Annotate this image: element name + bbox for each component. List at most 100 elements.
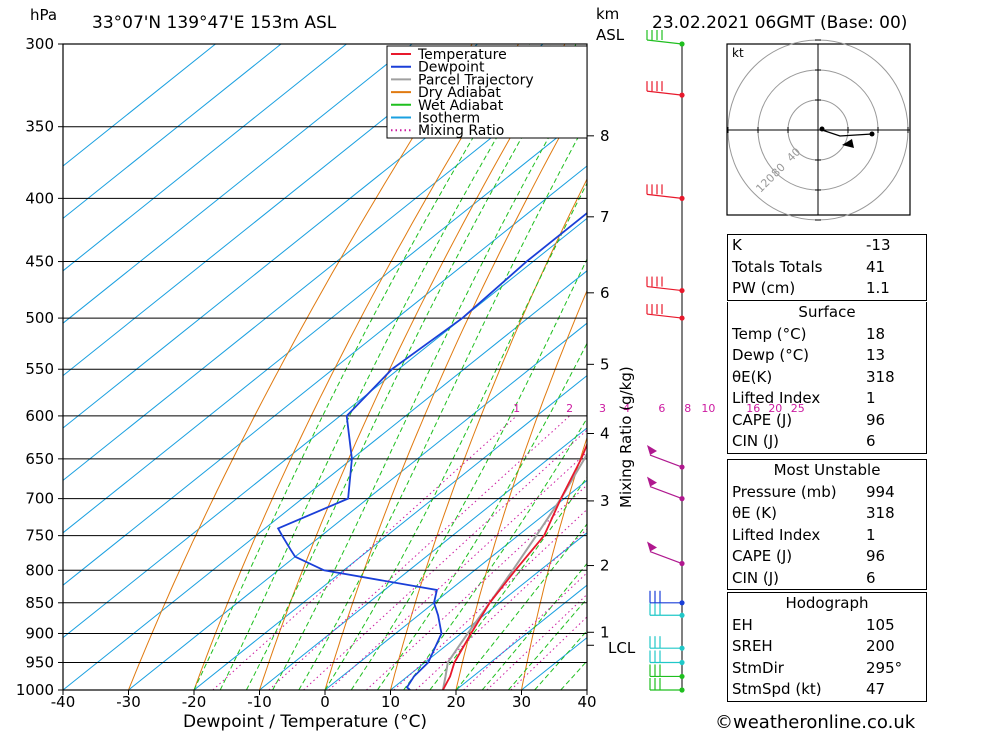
hodograph-unit: kt — [732, 46, 744, 60]
wind-barb — [646, 184, 685, 201]
hodograph-param-value: 105 — [866, 615, 895, 634]
isotherm-line — [63, 44, 216, 167]
hodograph-param-value: 47 — [866, 680, 886, 698]
mixing-ratio-label: 16 — [746, 402, 760, 415]
most-unstable-value: 96 — [866, 547, 886, 565]
mixing-ratio-axis-label: Mixing Ratio (g/kg) — [617, 366, 635, 508]
surface-row: Temp (°C) 18 — [728, 324, 926, 346]
mixing-ratio-line — [393, 508, 587, 690]
mixing-ratio-line — [268, 415, 570, 690]
pressure-tick-label: 800 — [25, 561, 54, 579]
km-label: km — [596, 5, 619, 23]
dry-adiabat-line — [455, 289, 587, 690]
wind-barb-shaft — [649, 486, 683, 500]
wind-barbs — [646, 30, 685, 693]
index-row: PW (cm) 1.1 — [728, 278, 926, 300]
wet-adiabat-line — [298, 119, 587, 690]
wet-adiabat-line — [350, 257, 587, 690]
surface-label: Lifted Index — [732, 389, 821, 407]
most-unstable-label: CAPE (J) — [732, 547, 793, 565]
isotherm-line — [63, 112, 587, 534]
pressure-tick-label: 900 — [25, 624, 54, 642]
surface-value: 18 — [866, 324, 886, 343]
temperature-line — [442, 442, 587, 690]
hodograph-end-dot — [869, 131, 875, 137]
pressure-tick-label: 850 — [25, 594, 54, 612]
chart-axes: 3003504004505005506006507007508008509009… — [16, 35, 597, 711]
pressure-tick-label: 950 — [25, 653, 54, 671]
wind-barb-dot — [679, 560, 685, 567]
wind-barb-pennant — [647, 541, 657, 552]
surface-label: CIN (J) — [732, 432, 780, 450]
hodograph-param-value: 200 — [866, 637, 895, 655]
legend-entry: Mixing Ratio — [418, 123, 504, 139]
wind-barb — [649, 650, 685, 666]
pressure-tick-label: 600 — [25, 407, 54, 425]
wet-adiabat-line — [403, 417, 587, 690]
wind-barb — [647, 541, 685, 567]
wind-barb-shaft — [646, 193, 683, 199]
temperature-tick-label: -30 — [116, 693, 141, 711]
temperature-tick-label: 40 — [577, 693, 596, 711]
most-unstable-label: CIN (J) — [732, 568, 780, 587]
surface-row: Dewp (°C) 13 — [728, 345, 926, 367]
pressure-tick-label: 650 — [25, 450, 54, 468]
most-unstable-label: Pressure (mb) — [732, 482, 837, 501]
km-tick-label: 1 — [600, 623, 610, 641]
surface-row: Lifted Index 1 — [728, 388, 926, 410]
asl-label: ASL — [596, 26, 625, 44]
most-unstable-row: CAPE (J) 96 — [728, 546, 926, 568]
temperature-tick-label: -20 — [182, 693, 207, 711]
pressure-tick-label: 400 — [25, 189, 54, 207]
pressure-tick-label: 750 — [25, 527, 54, 545]
hodograph-param-row: EH 105 — [728, 615, 926, 637]
index-label: PW (cm) — [732, 279, 796, 297]
surface-value: 13 — [866, 346, 886, 364]
wind-barb — [649, 636, 685, 651]
surface-value: 318 — [866, 367, 895, 386]
pressure-tick-label: 500 — [25, 309, 54, 327]
wet-adiabat-line — [193, 44, 531, 690]
isotherm-line — [63, 217, 587, 639]
km-tick-label: 8 — [600, 127, 610, 145]
surface-row: θE(K) 318 — [728, 367, 926, 389]
surface-value: 6 — [866, 432, 876, 450]
background-grid — [63, 44, 587, 690]
wind-barb-pennant — [647, 476, 657, 487]
temperature-tick-label: 0 — [320, 693, 330, 711]
hodograph-param-label: StmSpd (kt) — [732, 680, 822, 698]
most-unstable-label: Lifted Index — [732, 525, 821, 544]
wind-barb-shaft — [646, 39, 683, 45]
index-label: Totals Totals — [732, 257, 823, 276]
pressure-tick-label: 700 — [25, 490, 54, 508]
km-tick-label: 3 — [600, 492, 610, 510]
temperature-tick-label: 30 — [512, 693, 531, 711]
index-value: -13 — [866, 236, 891, 254]
copyright: ©weatheronline.co.uk — [715, 712, 916, 733]
surface-label: CAPE (J) — [732, 410, 793, 429]
datetime-title: 23.02.2021 06GMT (Base: 00) — [652, 13, 907, 33]
mixing-ratio-label: 20 — [768, 402, 782, 415]
hodograph-param-label: EH — [732, 615, 753, 634]
surface-table: Surface Temp (°C) 18 Dewp (°C) 13 θE(K) 318 Li… — [727, 302, 927, 454]
hodograph-param-value: 295° — [866, 658, 903, 677]
most-unstable-title: Most Unstable — [773, 461, 881, 479]
isotherm-line — [63, 44, 478, 377]
hodograph-start-dot — [819, 126, 825, 132]
surface-label: Dewp (°C) — [732, 346, 810, 364]
wind-barb — [646, 276, 685, 294]
hpa-label: hPa — [30, 6, 57, 24]
most-unstable-row: CIN (J) 6 — [728, 568, 926, 590]
wet-adiabat-line — [429, 476, 587, 690]
temperature-tick-label: 10 — [381, 693, 400, 711]
location-title: 33°07'N 139°47'E 153m ASL — [92, 13, 337, 33]
legend-entry: Isotherm — [418, 111, 480, 127]
isotherm-line — [63, 44, 347, 272]
isotherm-line — [324, 479, 587, 690]
isotherm-line — [128, 322, 587, 690]
legend-entry: Parcel Trajectory — [418, 72, 534, 88]
wind-barb — [649, 590, 685, 606]
wind-barb-shaft — [646, 90, 683, 96]
mixing-ratio-label: 10 — [701, 402, 715, 415]
